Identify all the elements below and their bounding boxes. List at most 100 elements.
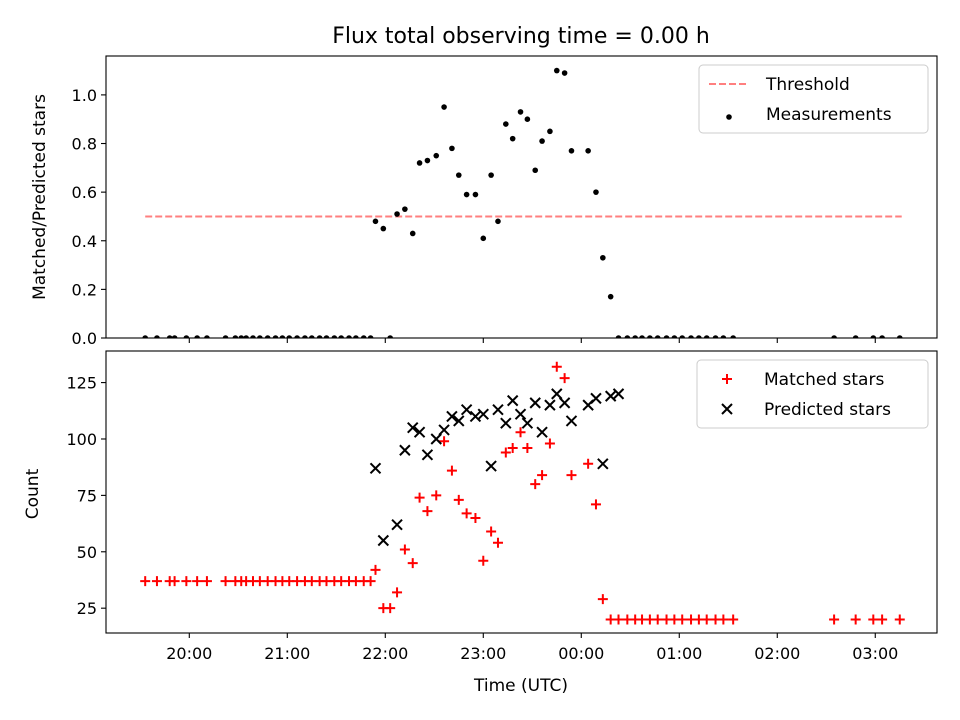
measurements-point [416,160,423,166]
measurements-point [166,335,173,338]
matched-stars-point [365,576,376,587]
measurements-point [183,335,190,338]
measurements-point [204,335,210,338]
matched-stars-legend-label: Matched stars [764,370,884,390]
matched-stars-point [530,479,541,490]
measurements-legend-label: Measurements [766,105,892,125]
predicted-stars-point [590,392,602,405]
predicted-stars-point [612,388,625,400]
measurements-point [279,335,286,338]
measurements-point [703,335,710,338]
measurements-point [712,335,719,338]
measurements-point [449,145,455,152]
predicted-stars-legend-swatch [721,403,733,415]
y-tick-label: 25 [77,599,97,618]
measurements-point [593,189,599,195]
measurements-point [503,121,509,127]
matched-stars-point [701,614,712,625]
x-axis-label: Time (UTC) [473,676,568,696]
measurements-point [424,157,431,164]
y-tick-label: 0.6 [72,183,97,202]
predicted-stars-point [551,388,563,400]
measurements-point [679,335,686,338]
measurements-point [264,335,271,338]
measurements-point [286,335,293,338]
measurements-point [524,116,531,123]
chart-title: Flux total observing time = 0.00 h [332,24,710,49]
predicted-stars-point [430,433,442,445]
measurements-point [360,335,367,338]
measurements-point [568,148,575,154]
matched-stars-point [850,614,861,625]
legend-box [696,359,929,429]
predicted-stars-point [377,534,390,547]
measurements-point [402,206,408,212]
measurements-point [316,335,323,338]
measurements-point [671,335,678,338]
measurements-point [896,335,903,338]
measurements-point [455,172,462,178]
predicted-stars-point [477,408,489,420]
matched-stars-point [461,508,472,519]
measurements-point [243,335,249,338]
measurements-point [302,335,308,338]
predicted-stars-point [460,403,473,416]
measurements-point [338,335,344,338]
x-tick-label: 22:00 [362,644,408,663]
measurements-point [367,335,374,338]
matched-stars-point [590,499,601,510]
measurements-point [639,335,645,338]
predicted-stars-point [438,424,450,436]
measurements-point [663,335,670,338]
predicted-stars-point [604,390,617,402]
measurements-point [654,335,661,338]
matched-stars-point [677,614,688,625]
predicted-stars-point [536,426,548,438]
measurements-point [553,67,560,74]
measurements-point [441,104,447,110]
predicted-stars-point [453,415,465,427]
matched-stars-point [385,603,396,614]
axes-frame [105,55,938,339]
matched-stars-point [718,614,729,625]
matched-stars-point [169,576,180,587]
matched-stars-point [829,614,840,625]
x-tick-label: 00:00 [558,644,604,663]
measurements-point [488,172,494,178]
predicted-stars-point [369,462,382,475]
predicted-stars-point [500,417,512,429]
measurements-point [346,335,352,338]
y-tick-label: 0.2 [72,280,97,299]
matched-stars-point [728,614,739,625]
matched-stars-point [537,470,548,481]
predicted-stars-point [521,417,534,429]
matched-stars-point [566,470,577,481]
top-panel: 0.0 0.2 0.4 0.6 0.8 1.0 Threshold Measurements [72,55,938,348]
matched-stars-point [492,537,503,548]
matched-stars-point [370,564,381,575]
matched-stars-point [453,494,464,505]
measurements-point [532,167,539,174]
plot-area [140,361,905,625]
matched-stars-point [470,512,481,523]
matched-stars-point [522,443,533,454]
measurements-point [585,148,591,154]
x-tick-label: 20:00 [166,644,212,663]
measurements-legend-swatch [726,114,732,120]
measurements-point [696,335,702,338]
measurements-point [142,335,148,338]
matched-stars-point [613,614,624,625]
measurements-point [222,335,229,338]
measurements-point [879,335,885,338]
measurements-point [257,335,263,338]
matched-stars-point [507,443,518,454]
measurements-point [380,225,387,232]
measurements-point [194,335,200,338]
axes-frame [105,350,938,634]
measurements-point [632,335,638,338]
measurements-point [688,335,694,338]
measurements-point [870,335,877,338]
predicted-stars-point [485,460,497,472]
measurements-point [394,211,400,217]
predicted-stars-point [407,421,419,434]
